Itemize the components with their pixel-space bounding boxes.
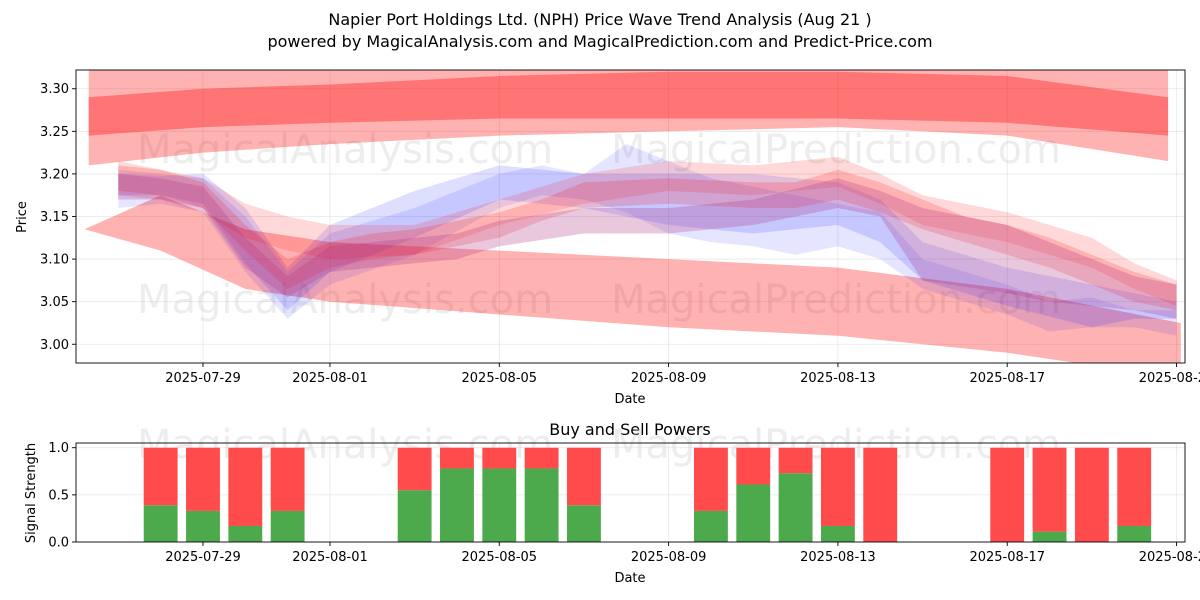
buy-bar-2025-08-03: [397, 490, 432, 542]
price-x-label: Date: [614, 392, 645, 407]
signal-panel: Buy and Sell Powers MagicalAnalysis.com …: [24, 420, 1200, 586]
price-ytick-label-1: 3.05: [40, 295, 69, 310]
buy-bar-2025-08-07: [567, 505, 601, 542]
price-series: [84, 70, 1181, 363]
signal-xtick-label-6: 2025-08-21: [1139, 550, 1200, 565]
sell-bar-2025-08-18: [1032, 447, 1067, 532]
price-ytick-label-5: 3.25: [40, 125, 69, 140]
chart-subtitle: powered by MagicalAnalysis.com and Magic…: [267, 32, 932, 51]
price-xtick-label-6: 2025-08-21: [1139, 371, 1200, 386]
price-band-red-wave-2: [118, 165, 1177, 311]
buy-bar-2025-07-28: [143, 505, 178, 542]
price-xtick-label-1: 2025-08-01: [292, 371, 368, 386]
chart-title: Napier Port Holdings Ltd. (NPH) Price Wa…: [328, 10, 871, 29]
price-y-label: Price: [15, 201, 30, 233]
buy-bar-2025-08-20: [1117, 525, 1152, 542]
sell-bar-2025-08-12: [778, 447, 813, 474]
buy-bar-2025-07-29: [186, 510, 220, 542]
price-xtick-label-0: 2025-07-29: [165, 371, 241, 386]
sell-bar-2025-07-29: [186, 447, 220, 511]
buy-bar-2025-08-12: [778, 473, 813, 542]
price-panel: MagicalAnalysis.com MagicalPrediction.co…: [15, 69, 1200, 407]
sell-bar-2025-08-05: [482, 447, 517, 469]
sell-bar-2025-08-14: [863, 447, 898, 542]
signal-ytick-label-2: 1.0: [48, 441, 69, 456]
price-grid: [76, 70, 1185, 363]
signal-y-label: Signal Strength: [24, 443, 39, 543]
sell-bar-2025-08-03: [397, 447, 432, 491]
price-axes: 2025-07-29 2025-08-01 2025-08-05 2025-08-09…: [40, 69, 1200, 386]
price-ytick-label-6: 3.30: [40, 82, 69, 97]
watermark-prediction-2: MagicalPrediction.com: [611, 277, 1061, 323]
sell-bar-2025-08-17: [990, 447, 1025, 542]
watermark-analysis: MagicalAnalysis.com: [137, 127, 553, 173]
signal-xtick-label-5: 2025-08-17: [969, 550, 1045, 565]
signal-ytick-label-0: 0.0: [48, 536, 69, 551]
signal-xtick-label-4: 2025-08-13: [800, 550, 876, 565]
signal-frame: [75, 442, 1186, 543]
sell-bar-2025-08-04: [440, 447, 474, 469]
price-ytick-label-2: 3.10: [40, 253, 69, 268]
buy-bar-2025-08-05: [482, 468, 517, 542]
signal-axes: 2025-07-29 2025-08-01 2025-08-05 2025-08-09…: [48, 441, 1200, 565]
buy-bar-2025-08-18: [1032, 531, 1067, 542]
signal-title: Buy and Sell Powers: [549, 420, 711, 439]
price-xtick-label-5: 2025-08-17: [969, 371, 1045, 386]
signal-bars: [143, 447, 1152, 542]
buy-bar-2025-08-10: [693, 510, 728, 542]
price-band-lower-wave-wide: [84, 195, 1181, 363]
price-band-upper-wave-narrow: [88, 71, 1169, 136]
sell-bar-2025-07-31: [270, 447, 305, 511]
sell-bar-2025-08-20: [1117, 447, 1152, 526]
price-ytick-label-3: 3.15: [40, 210, 69, 225]
price-watermarks: MagicalAnalysis.com MagicalPrediction.co…: [137, 127, 1061, 323]
buy-bar-2025-08-13: [820, 525, 855, 542]
price-ytick-label-4: 3.20: [40, 167, 69, 182]
buy-bar-2025-07-31: [270, 510, 305, 542]
signal-xtick-label-0: 2025-07-29: [165, 550, 241, 565]
signal-x-label: Date: [614, 571, 645, 586]
price-xtick-label-4: 2025-08-13: [800, 371, 876, 386]
signal-ytick-label-1: 0.5: [48, 488, 69, 503]
buy-bar-2025-08-11: [736, 484, 771, 542]
sell-bar-2025-08-07: [567, 447, 601, 506]
sell-bar-2025-08-06: [524, 447, 559, 469]
signal-xtick-label-2: 2025-08-05: [462, 550, 538, 565]
price-ytick-label-0: 3.00: [40, 338, 69, 353]
buy-bar-2025-07-30: [228, 525, 263, 542]
price-band-blue-wave-2: [118, 144, 1177, 336]
buy-bar-2025-08-04: [440, 468, 474, 542]
price-band-red-wave-1: [118, 156, 1177, 306]
price-band-blue-wave-1: [118, 165, 1177, 328]
sell-bar-2025-07-30: [228, 447, 263, 526]
signal-xtick-label-3: 2025-08-09: [631, 550, 707, 565]
price-xtick-label-3: 2025-08-09: [631, 371, 707, 386]
watermark-prediction: MagicalPrediction.com: [611, 127, 1061, 173]
sell-bar-2025-08-11: [736, 447, 771, 485]
watermark-analysis-2: MagicalAnalysis.com: [137, 277, 553, 323]
price-xtick-label-2: 2025-08-05: [462, 371, 538, 386]
signal-xtick-label-1: 2025-08-01: [292, 550, 368, 565]
sell-bar-2025-07-28: [143, 447, 178, 506]
buy-bar-2025-08-06: [524, 468, 559, 542]
sell-bar-2025-08-13: [820, 447, 855, 526]
sell-bar-2025-08-19: [1074, 447, 1109, 542]
price-band-mixed-wave: [118, 173, 1177, 319]
price-band-upper-wave-wide: [88, 70, 1169, 166]
sell-bar-2025-08-10: [693, 447, 728, 511]
